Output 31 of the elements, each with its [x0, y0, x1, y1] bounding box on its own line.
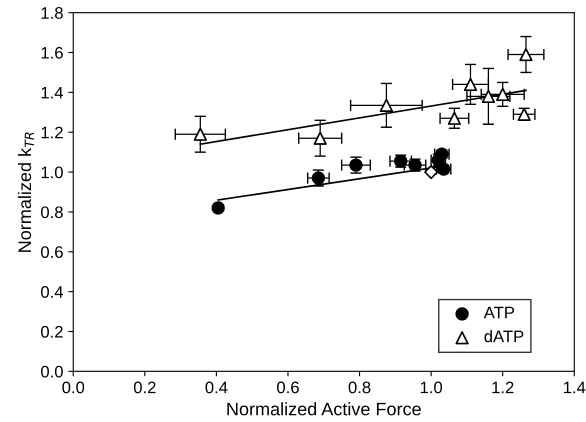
y-tick-label: 0.6 — [41, 246, 63, 258]
x-tick-label: 1.0 — [420, 382, 442, 394]
y-tick-label: 1.8 — [42, 7, 63, 19]
y-tick-label: 1.0 — [42, 166, 63, 178]
x-tick-label: 0.0 — [62, 382, 84, 394]
point — [212, 201, 225, 215]
x-tick-label: 0.2 — [134, 382, 156, 394]
y-tick-label: 0.4 — [41, 286, 64, 298]
y-tick-label: 0.8 — [41, 206, 63, 218]
point — [194, 128, 207, 141]
x-tick-label: 1.4 — [564, 382, 586, 394]
x-axis-title: Normalized Active Force — [227, 402, 421, 416]
point — [464, 78, 478, 92]
x-tick-label: 0.8 — [348, 382, 370, 394]
legend-label: dATP — [484, 330, 524, 342]
x-tick-label: 1.2 — [492, 382, 514, 394]
legend-label: ATP — [484, 306, 514, 318]
point — [448, 112, 462, 125]
y-tick-label: 1.6 — [42, 46, 63, 59]
point — [314, 132, 327, 145]
point — [380, 98, 394, 112]
y-tick-label: 0.0 — [41, 366, 63, 378]
y-tick-label: 1.2 — [42, 126, 63, 138]
point — [496, 88, 510, 102]
point — [519, 48, 533, 62]
point — [482, 90, 496, 103]
y-tick-label: 0.2 — [41, 326, 63, 338]
x-tick-label: 0.6 — [277, 382, 299, 394]
y-tick-label: 1.4 — [42, 86, 64, 98]
y-axis-title: Normalized k$_{TR}$ — [18, 132, 34, 252]
x-tick-label: 0.4 — [205, 382, 228, 394]
